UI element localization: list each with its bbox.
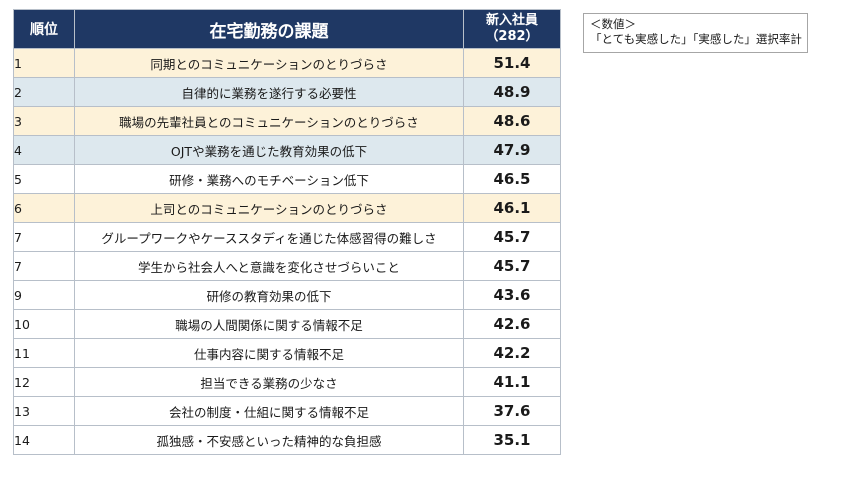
note-box: ＜数値＞ 「とても実感した」「実感した」選択率計 (583, 13, 808, 53)
value-cell: 51.4 (463, 48, 561, 78)
rank-cell: 13 (13, 396, 75, 426)
table-row: 4 OJTや業務を通じた教育効果の低下 47.9 (13, 135, 561, 165)
rank-cell: 14 (13, 425, 75, 455)
value-cell: 45.7 (463, 251, 561, 281)
note-title: ＜数値＞ (590, 17, 636, 31)
value-cell: 46.1 (463, 193, 561, 223)
table-row: 13 会社の制度・仕組に関する情報不足 37.6 (13, 396, 561, 426)
table-row: 12 担当できる業務の少なさ 41.1 (13, 367, 561, 397)
issue-cell: 職場の人間関係に関する情報不足 (74, 309, 464, 339)
note-description: 「とても実感した」「実感した」選択率計 (590, 32, 802, 46)
value-cell: 41.1 (463, 367, 561, 397)
rank-cell: 5 (13, 164, 75, 194)
rank-cell: 7 (13, 222, 75, 252)
header-rank: 順位 (13, 9, 75, 49)
header-value-title: 新入社員 (485, 13, 538, 28)
rank-cell: 4 (13, 135, 75, 165)
table-row: 11 仕事内容に関する情報不足 42.2 (13, 338, 561, 368)
issue-cell: 担当できる業務の少なさ (74, 367, 464, 397)
table-row: 3 職場の先輩社員とのコミュニケーションのとりづらさ 48.6 (13, 106, 561, 136)
table-row: 9 研修の教育効果の低下 43.6 (13, 280, 561, 310)
rank-cell: 7 (13, 251, 75, 281)
issue-cell: OJTや業務を通じた教育効果の低下 (74, 135, 464, 165)
rank-cell: 11 (13, 338, 75, 368)
header-value: 新入社員 （282） (463, 9, 561, 49)
value-cell: 42.6 (463, 309, 561, 339)
value-cell: 37.6 (463, 396, 561, 426)
value-cell: 45.7 (463, 222, 561, 252)
table-row: 6 上司とのコミュニケーションのとりづらさ 46.1 (13, 193, 561, 223)
table-row: 14 孤独感・不安感といった精神的な負担感 35.1 (13, 425, 561, 455)
rank-cell: 3 (13, 106, 75, 136)
issue-cell: 会社の制度・仕組に関する情報不足 (74, 396, 464, 426)
value-cell: 43.6 (463, 280, 561, 310)
issue-cell: 孤独感・不安感といった精神的な負担感 (74, 425, 464, 455)
table-row: 10 職場の人間関係に関する情報不足 42.6 (13, 309, 561, 339)
rank-cell: 2 (13, 77, 75, 107)
issue-cell: 同期とのコミュニケーションのとりづらさ (74, 48, 464, 78)
value-cell: 47.9 (463, 135, 561, 165)
issue-cell: 研修・業務へのモチベーション低下 (74, 164, 464, 194)
table-row: 7 学生から社会人へと意識を変化させづらいこと 45.7 (13, 251, 561, 281)
rank-cell: 10 (13, 309, 75, 339)
header-value-count: （282） (485, 29, 539, 44)
issue-cell: 自律的に業務を遂行する必要性 (74, 77, 464, 107)
issue-cell: 職場の先輩社員とのコミュニケーションのとりづらさ (74, 106, 464, 136)
value-cell: 42.2 (463, 338, 561, 368)
table-body: 1 同期とのコミュニケーションのとりづらさ 51.4 2 自律的に業務を遂行する必要性 4… (13, 48, 561, 455)
issue-cell: グループワークやケーススタディを通じた体感習得の難しさ (74, 222, 464, 252)
value-cell: 48.9 (463, 77, 561, 107)
table-row: 2 自律的に業務を遂行する必要性 48.9 (13, 77, 561, 107)
ranking-table: 順位 在宅勤務の課題 新入社員 （282） 1 同期とのコミュニケーションのとりづ… (13, 9, 561, 455)
table-header-row: 順位 在宅勤務の課題 新入社員 （282） (13, 9, 561, 49)
table-row: 1 同期とのコミュニケーションのとりづらさ 51.4 (13, 48, 561, 78)
issue-cell: 学生から社会人へと意識を変化させづらいこと (74, 251, 464, 281)
value-cell: 46.5 (463, 164, 561, 194)
rank-cell: 9 (13, 280, 75, 310)
issue-cell: 仕事内容に関する情報不足 (74, 338, 464, 368)
rank-cell: 1 (13, 48, 75, 78)
rank-cell: 12 (13, 367, 75, 397)
rank-cell: 6 (13, 193, 75, 223)
value-cell: 48.6 (463, 106, 561, 136)
table-row: 5 研修・業務へのモチベーション低下 46.5 (13, 164, 561, 194)
issue-cell: 研修の教育効果の低下 (74, 280, 464, 310)
header-issue: 在宅勤務の課題 (74, 9, 464, 49)
value-cell: 35.1 (463, 425, 561, 455)
table-row: 7 グループワークやケーススタディを通じた体感習得の難しさ 45.7 (13, 222, 561, 252)
issue-cell: 上司とのコミュニケーションのとりづらさ (74, 193, 464, 223)
